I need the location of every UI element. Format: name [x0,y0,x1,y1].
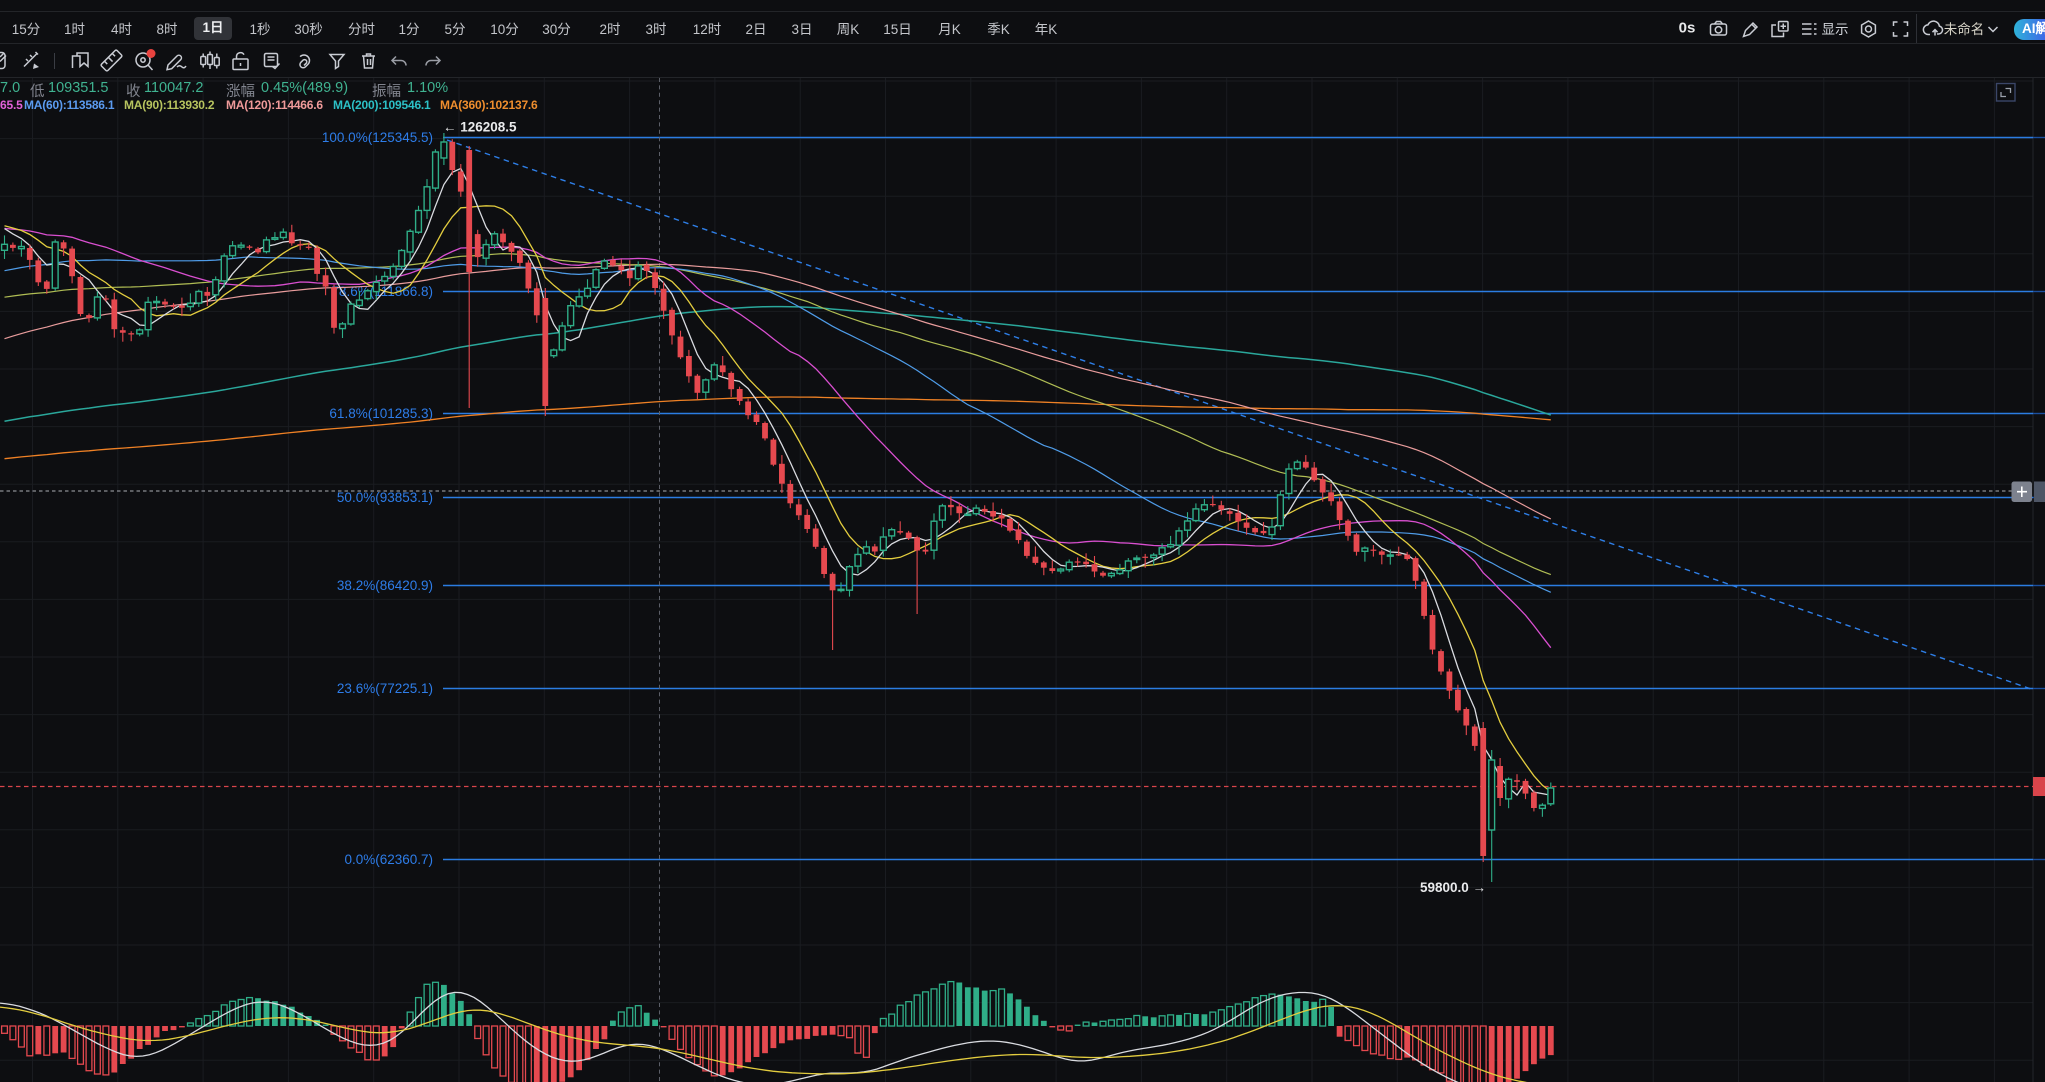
svg-text:59800.0 →: 59800.0 → [1420,880,1486,895]
svg-text:← 126208.5: ← 126208.5 [443,120,517,135]
svg-text:61.8%(101285.3): 61.8%(101285.3) [329,406,433,421]
svg-text:50.0%(93853.1): 50.0%(93853.1) [337,490,433,505]
svg-text:23.6%(77225.1): 23.6%(77225.1) [337,681,433,696]
svg-text:38.2%(86420.9): 38.2%(86420.9) [337,578,433,593]
svg-text:0.0%(62360.7): 0.0%(62360.7) [344,852,433,867]
svg-text:100.0%(125345.5): 100.0%(125345.5) [322,130,433,145]
